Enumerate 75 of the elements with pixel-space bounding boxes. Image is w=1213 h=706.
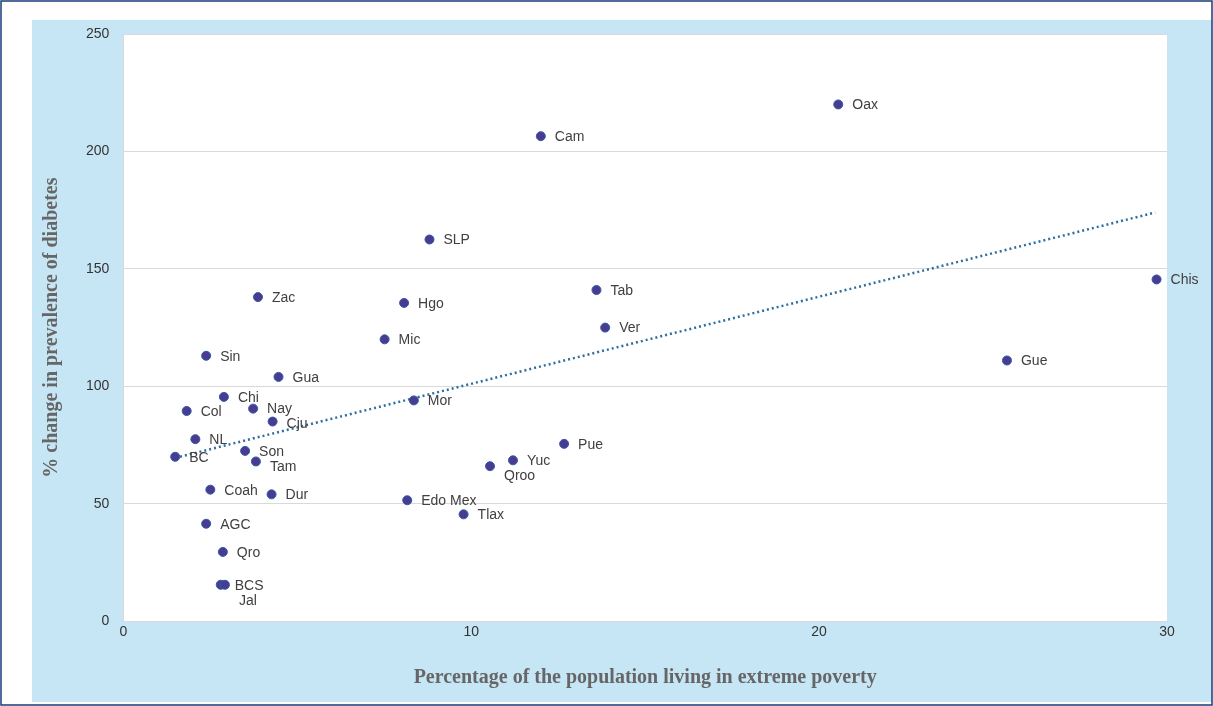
annotation: SLP [443, 231, 470, 248]
x-axis-title: Percentage of the population living in extreme poverty [413, 665, 877, 689]
annotation: Son [259, 442, 285, 459]
point [219, 579, 230, 590]
x-tick-label: 30 [1159, 623, 1175, 640]
annotation: AGC [220, 515, 251, 532]
point [535, 131, 546, 142]
x-tick-label: 0 [119, 623, 128, 640]
annotation: Qroo [504, 467, 536, 484]
annotation: Cam [554, 128, 585, 145]
annotation: BC [189, 448, 209, 465]
annotation: Qro [236, 543, 261, 560]
y-tick-label: 0 [101, 612, 110, 629]
point [507, 455, 518, 466]
annotation: Tab [610, 281, 634, 298]
y-tick-label: 100 [86, 377, 110, 394]
point [273, 371, 284, 382]
annotation: Coah [224, 481, 258, 498]
annotation: Cju [286, 415, 308, 432]
point [218, 391, 229, 402]
annotation: Chi [237, 388, 259, 405]
point [399, 297, 410, 308]
point [833, 99, 844, 110]
annotation: Mic [398, 331, 421, 348]
y-tick-label: 50 [93, 494, 110, 511]
annotation: Jal [238, 591, 257, 608]
annotation: Pue [578, 435, 604, 452]
point [600, 322, 611, 333]
annotation: Hgo [418, 294, 444, 311]
annotation: Edo Mex [421, 492, 477, 509]
point [240, 445, 251, 456]
annotation: Nay [267, 400, 293, 417]
point [402, 495, 413, 506]
annotation: Gua [292, 368, 320, 385]
point [190, 434, 201, 445]
point [458, 509, 469, 520]
point [591, 285, 602, 296]
point [266, 489, 277, 500]
point [424, 234, 435, 245]
point [205, 484, 216, 495]
y-tick-label: 150 [86, 259, 110, 276]
point [201, 518, 212, 529]
annotation: Chis [1170, 271, 1199, 288]
point [1151, 274, 1162, 285]
y-tick-label: 200 [86, 142, 110, 159]
point [217, 546, 228, 557]
y-axis-title: % change in prevalence of diabetes [39, 177, 63, 478]
point [201, 350, 212, 361]
point [379, 334, 390, 345]
point [181, 405, 192, 416]
x-tick-label: 20 [811, 623, 828, 640]
point [1001, 355, 1012, 366]
point [485, 461, 496, 472]
annotation: Dur [285, 486, 309, 503]
y-tick-label: 250 [86, 24, 110, 41]
point [252, 292, 263, 303]
annotation: NL [209, 431, 228, 448]
annotation: Ver [619, 319, 641, 336]
annotation: Tlax [477, 506, 505, 523]
point [408, 395, 419, 406]
point [170, 451, 181, 462]
annotation: Col [200, 402, 222, 419]
annotation: Oax [852, 96, 878, 113]
annotation: Mor [427, 392, 453, 409]
annotation: Sin [220, 347, 241, 364]
annotation: Yuc [526, 452, 551, 469]
point [248, 403, 259, 414]
annotation: Zac [271, 288, 296, 305]
point [267, 416, 278, 427]
point [559, 438, 570, 449]
point [250, 456, 261, 467]
annotation: BCS [234, 576, 264, 593]
annotation: Tam [269, 457, 297, 474]
annotation: Gue [1020, 352, 1048, 369]
x-tick-label: 10 [463, 623, 480, 640]
